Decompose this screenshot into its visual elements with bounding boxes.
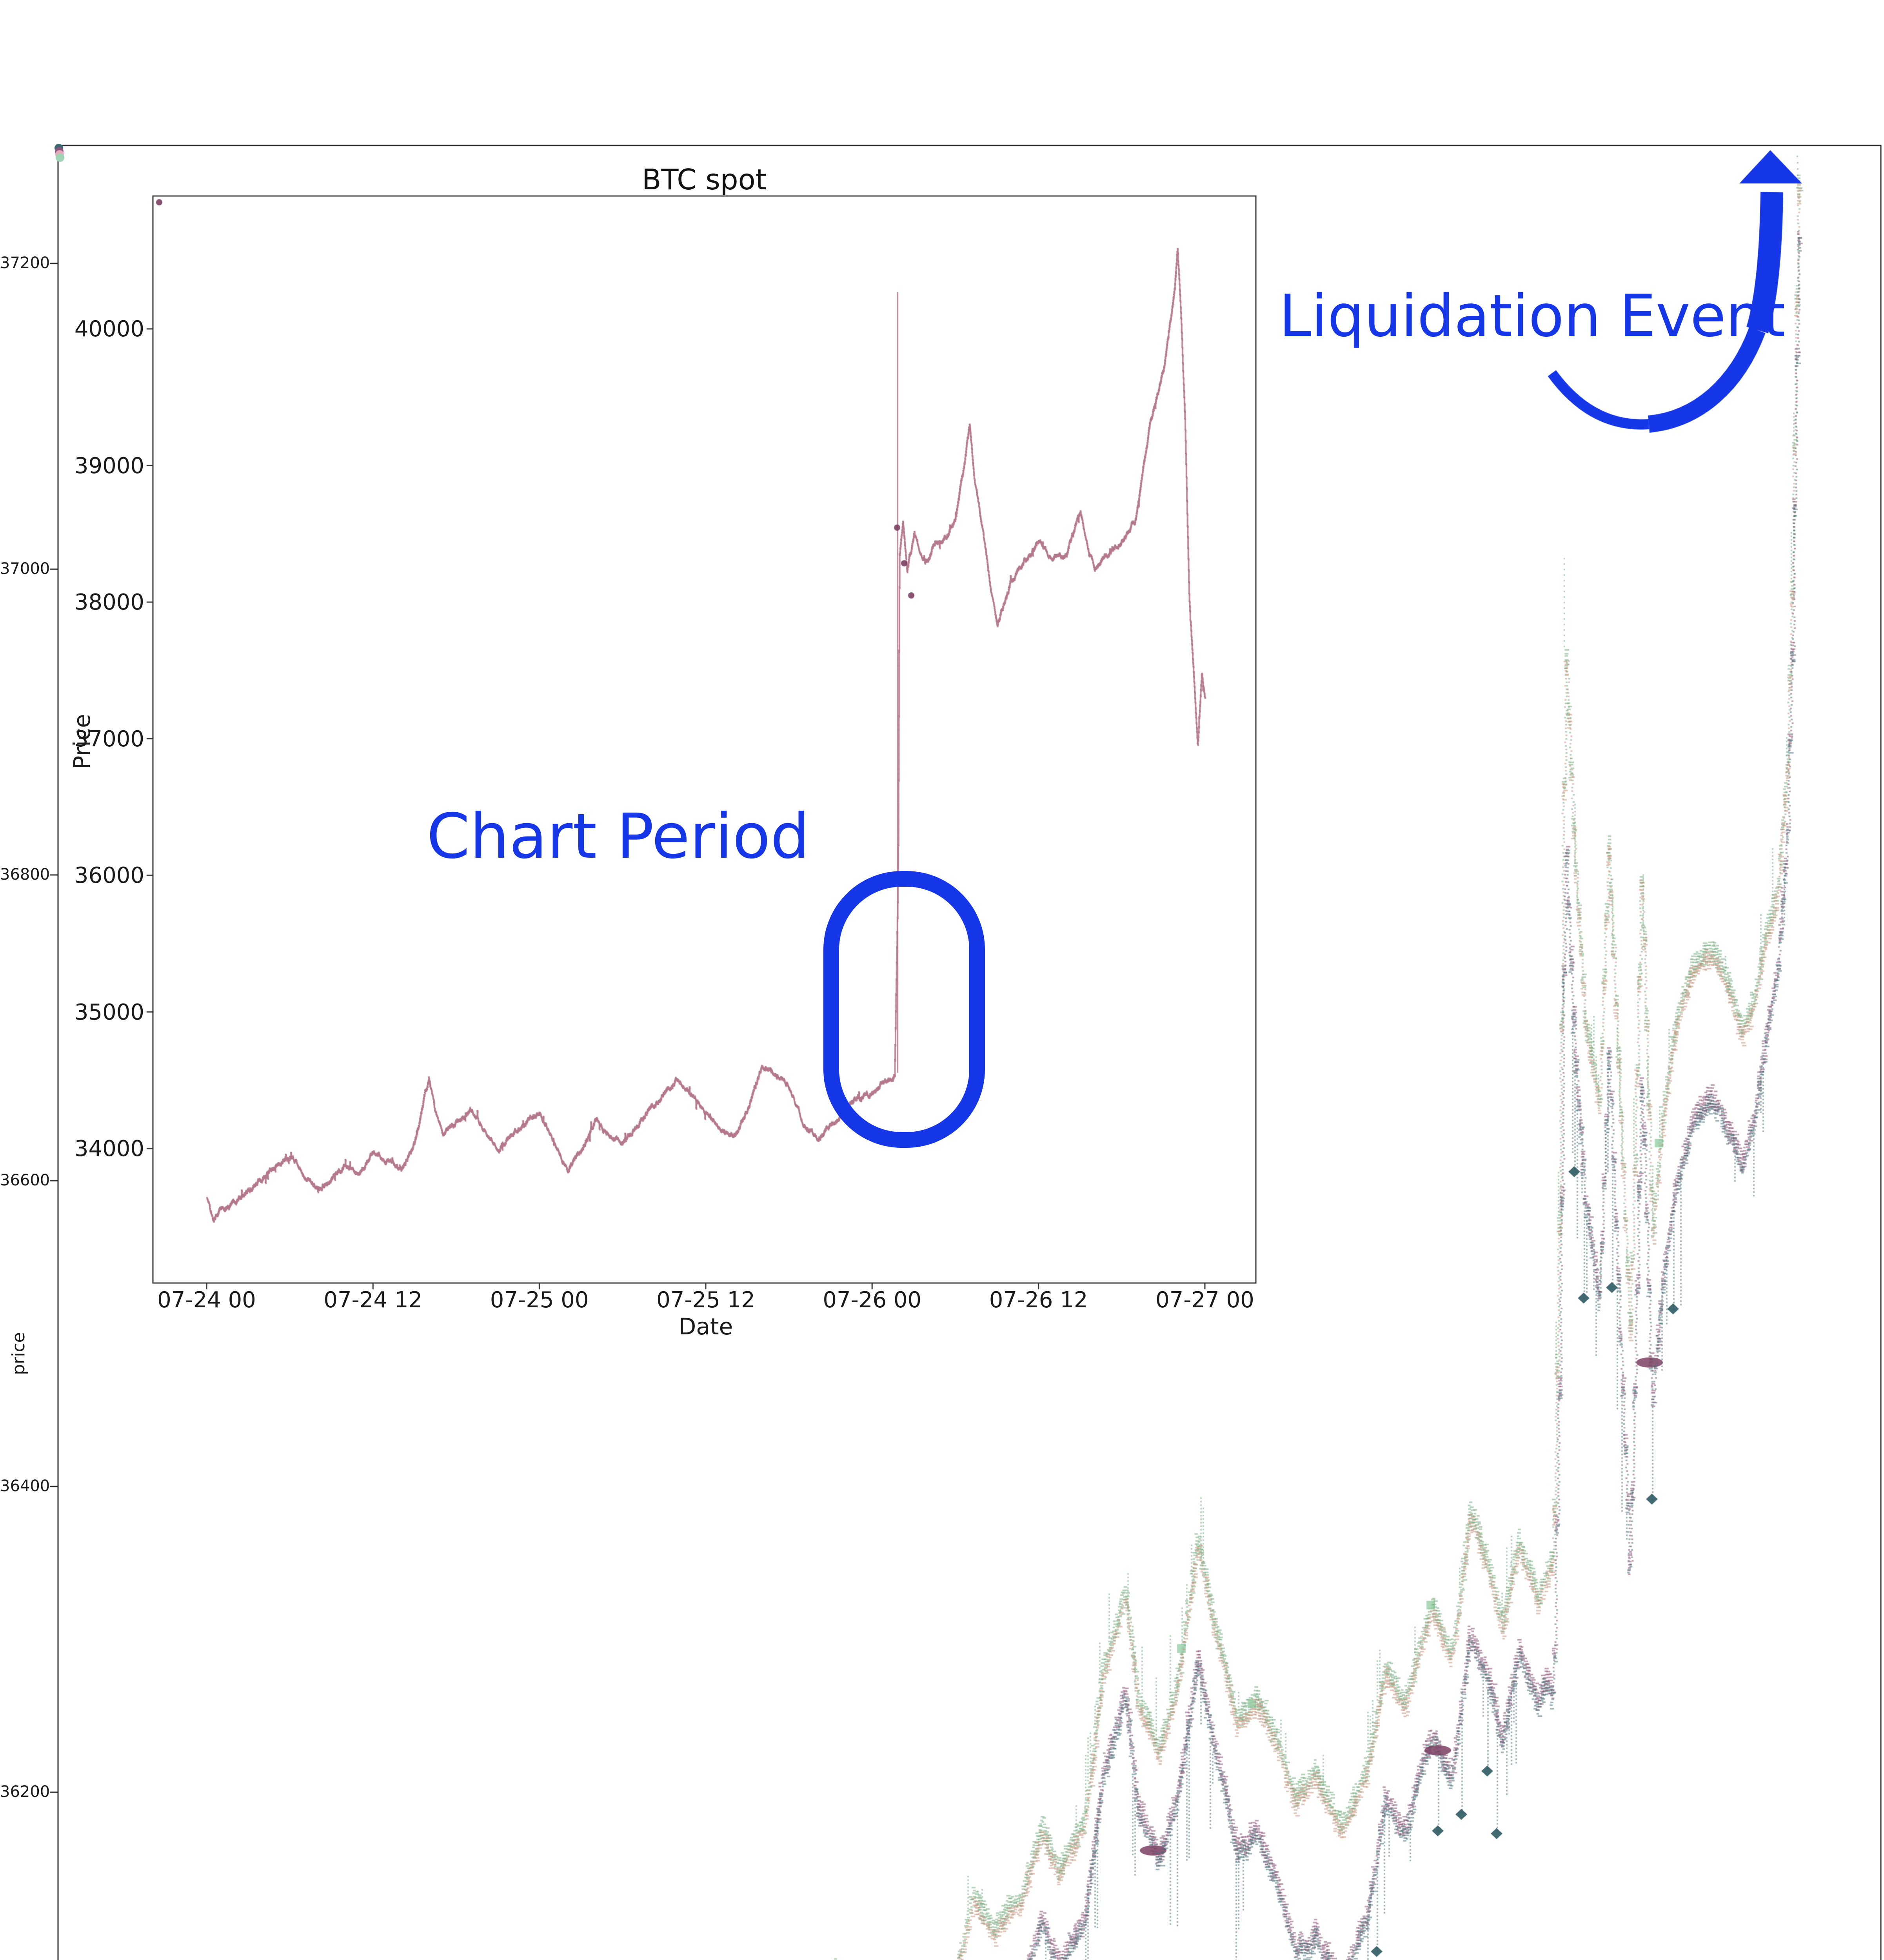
main-y-tick-label: 37000 (0, 560, 50, 578)
inset-x-tick-label: 07-24 00 (157, 1287, 256, 1313)
main-y-tick-label: 36400 (0, 1477, 50, 1495)
chart-period-annotation: Chart Period (427, 800, 810, 873)
inset-y-axis-label: Price (69, 714, 95, 769)
inset-x-tick-label: 07-26 12 (989, 1287, 1088, 1313)
inset-y-tick-label: 34000 (74, 1136, 144, 1161)
liquidation-event-annotation: Liquidation Event (1279, 282, 1786, 350)
inset-x-tick-label: 07-25 12 (656, 1287, 755, 1313)
inset-x-tick-label: 07-24 12 (323, 1287, 423, 1313)
inset-x-tick-label: 07-25 00 (490, 1287, 589, 1313)
main-y-tick-label: 36200 (0, 1783, 50, 1801)
inset-y-tick-label: 40000 (74, 316, 144, 342)
main-y-tick-label: 37200 (0, 254, 50, 272)
inset-x-tick-label: 07-27 00 (1155, 1287, 1254, 1313)
inset-x-axis-label: Date (678, 1313, 733, 1340)
inset-y-tick-label: 37000 (74, 726, 144, 752)
inset-x-tick-label: 07-26 00 (823, 1287, 922, 1313)
main-y-tick-label: 36600 (0, 1171, 50, 1189)
inset-title: BTC spot (642, 163, 767, 196)
inset-y-tick-label: 38000 (74, 590, 144, 615)
main-y-tick-label: 36800 (0, 866, 50, 884)
main-y-axis-label: price (9, 1332, 29, 1375)
inset-y-tick-label: 39000 (74, 453, 144, 479)
inset-y-tick-label: 36000 (74, 863, 144, 888)
inset-y-tick-label: 35000 (74, 999, 144, 1025)
chart-period-highlight-ellipse (823, 871, 985, 1148)
